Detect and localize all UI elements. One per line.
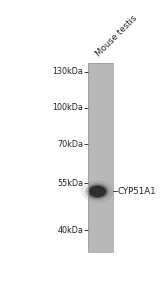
Text: 55kDa: 55kDa — [57, 179, 83, 188]
Text: 70kDa: 70kDa — [57, 140, 83, 148]
Ellipse shape — [85, 183, 110, 200]
Text: 130kDa: 130kDa — [52, 67, 83, 76]
Text: CYP51A1: CYP51A1 — [118, 187, 156, 196]
Text: 100kDa: 100kDa — [52, 103, 83, 112]
Text: Mouse testis: Mouse testis — [94, 13, 138, 58]
Bar — [88, 63, 113, 252]
Ellipse shape — [89, 186, 106, 197]
Text: 40kDa: 40kDa — [57, 226, 83, 235]
Bar — [88, 63, 113, 252]
Ellipse shape — [88, 185, 107, 198]
Ellipse shape — [81, 180, 114, 202]
